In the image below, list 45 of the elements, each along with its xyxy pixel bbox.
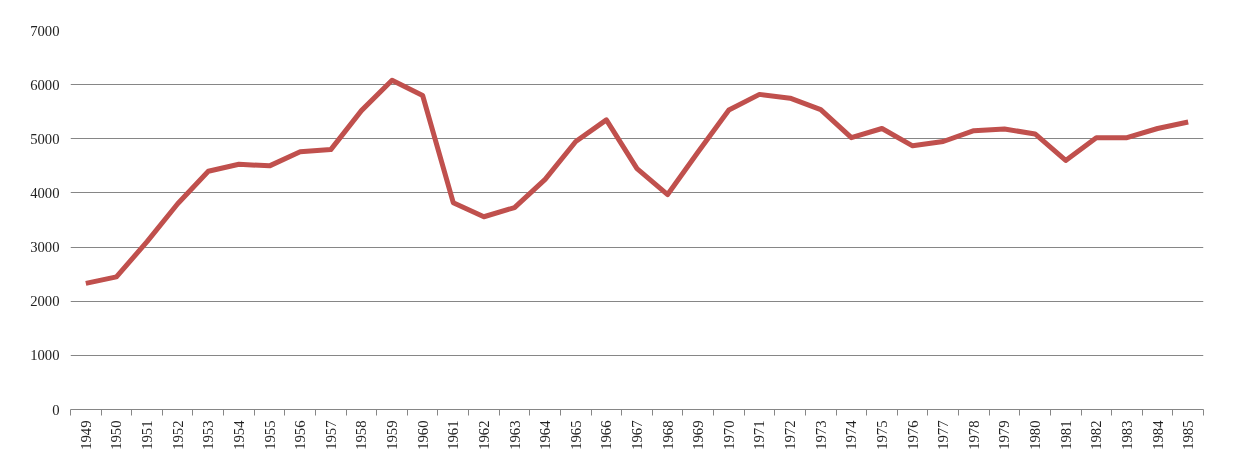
- x-tick-label: 1973: [812, 420, 829, 450]
- x-tick-label: 1966: [598, 420, 615, 450]
- y-tick-label: 3000: [30, 239, 60, 256]
- x-tick-label: 1979: [996, 420, 1013, 450]
- x-tick-label: 1970: [720, 420, 737, 450]
- x-tick-label: 1957: [322, 420, 339, 450]
- x-tick-label: 1962: [475, 420, 492, 450]
- y-tick-label: 0: [52, 401, 60, 418]
- x-tick-label: 1974: [843, 419, 860, 450]
- x-tick-label: 1981: [1057, 420, 1074, 450]
- x-tick-label: 1951: [139, 420, 156, 450]
- x-tick-label: 1975: [873, 420, 890, 450]
- y-tick-label: 2000: [30, 293, 60, 310]
- x-tick-label: 1983: [1118, 420, 1135, 450]
- x-tick-label: 1949: [77, 420, 94, 450]
- x-tick-label: 1969: [690, 420, 707, 450]
- x-tick-label: 1955: [261, 420, 278, 450]
- x-tick-label: 1950: [108, 420, 125, 450]
- x-tick-label: 1965: [567, 420, 584, 450]
- y-tick-label: 7000: [30, 22, 60, 39]
- y-tick-label: 1000: [30, 347, 60, 364]
- x-tick-label: 1956: [292, 420, 309, 450]
- x-tick-label: 1971: [751, 420, 768, 450]
- x-tick-label: 1958: [353, 420, 370, 450]
- x-tick-label: 1963: [506, 420, 523, 450]
- x-tick-label: 1968: [659, 420, 676, 450]
- x-tick-label: 1978: [965, 420, 982, 450]
- x-tick-label: 1976: [904, 420, 921, 450]
- x-tick-label: 1953: [200, 420, 217, 450]
- x-tick-label: 1982: [1088, 420, 1105, 450]
- x-tick-label: 1972: [782, 420, 799, 450]
- x-tick-label: 1985: [1180, 420, 1197, 450]
- x-tick-label: 1952: [169, 420, 186, 450]
- x-tick-label: 1967: [629, 420, 645, 450]
- x-tick-label: 1977: [935, 420, 952, 450]
- y-tick-label: 5000: [30, 130, 60, 147]
- y-tick-label: 6000: [30, 76, 60, 93]
- x-tick-label: 1960: [414, 420, 431, 450]
- x-tick-label: 1984: [1149, 419, 1166, 450]
- x-tick-label: 1980: [1027, 420, 1044, 450]
- x-tick-label: 1954: [230, 419, 247, 450]
- y-tick-label: 4000: [30, 184, 60, 201]
- x-tick-label: 1959: [384, 420, 401, 450]
- x-tick-label: 1961: [445, 420, 462, 450]
- x-tick-label: 1964: [537, 419, 554, 450]
